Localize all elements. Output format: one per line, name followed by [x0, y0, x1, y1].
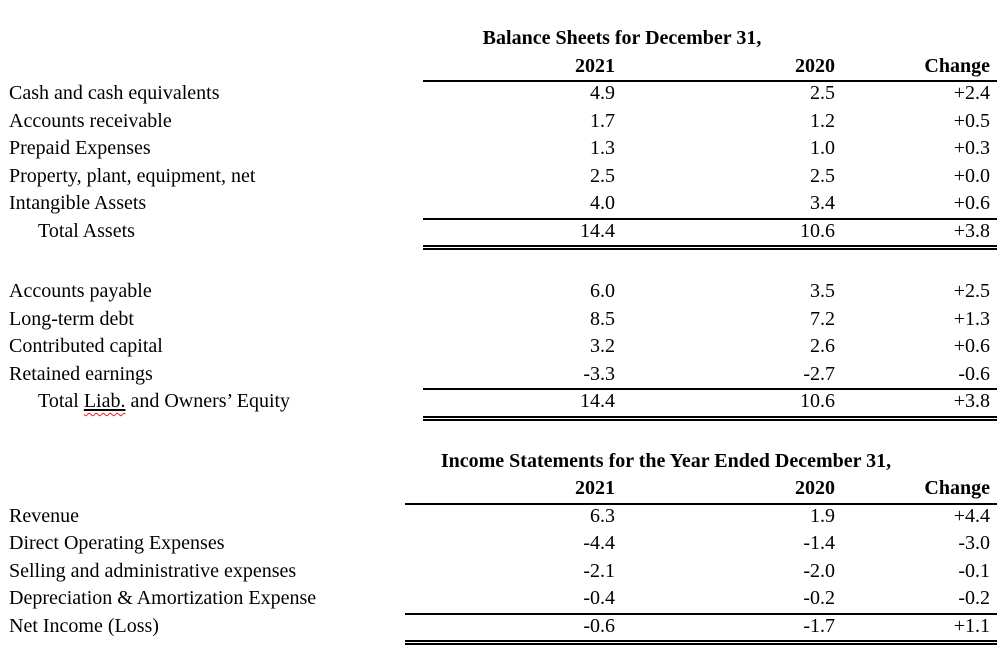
row-label: Direct Operating Expenses — [9, 532, 225, 554]
table-row-selling-admin-expenses: Selling and administrative expenses -2.1… — [0, 558, 1006, 586]
value-change: +3.8 — [855, 218, 997, 250]
value-2020: 3.4 — [650, 190, 855, 220]
row-label: Accounts receivable — [9, 109, 172, 132]
row-label: Selling and administrative expenses — [9, 559, 297, 582]
value-2021: 14.4 — [423, 388, 650, 421]
value-2021: -2.1 — [583, 559, 615, 582]
value-change: -0.6 — [855, 361, 997, 390]
column-header-change: Change — [855, 475, 997, 505]
table-row-revenue: Revenue 6.3 1.9 +4.4 — [0, 503, 1006, 531]
value-2021: 3.2 — [590, 335, 615, 357]
table-row-accounts-receivable: Accounts receivable 1.7 1.2 +0.5 — [0, 108, 1006, 136]
row-label: Cash and cash equivalents — [9, 82, 220, 104]
table-row-cash: Cash and cash equivalents 4.9 2.5 +2.4 — [0, 80, 1006, 108]
value-2020: -1.4 — [803, 532, 835, 554]
column-header-2021: 2021 — [423, 53, 650, 82]
table-row-intangible-assets: Intangible Assets 4.0 3.4 +0.6 — [0, 190, 1006, 220]
value-change: +3.8 — [855, 388, 997, 421]
value-2021: -0.4 — [405, 585, 650, 615]
value-change: +0.6 — [953, 335, 990, 357]
value-2021: 1.7 — [590, 109, 615, 132]
table-row-ppe: Property, plant, equipment, net 2.5 2.5 … — [0, 163, 1006, 191]
value-change: -0.1 — [958, 559, 990, 582]
balance-sheet-title: Balance Sheets for December 31, — [482, 27, 762, 49]
income-statement-header-row: 2021 2020 Change — [0, 475, 1006, 505]
value-change: +1.3 — [953, 307, 990, 330]
value-2021: 2.5 — [590, 164, 615, 187]
table-row-contributed-capital: Contributed capital 3.2 2.6 +0.6 — [0, 333, 1006, 361]
value-2020: 1.0 — [810, 137, 835, 159]
table-row-direct-operating-expenses: Direct Operating Expenses -4.4 -1.4 -3.0 — [0, 530, 1006, 558]
value-2020: -1.7 — [650, 613, 855, 645]
row-label: Revenue — [9, 504, 79, 527]
value-2020: 10.6 — [650, 388, 855, 421]
value-2020: 1.2 — [810, 109, 835, 132]
table-row-long-term-debt: Long-term debt 8.5 7.2 +1.3 — [0, 306, 1006, 334]
row-label: Property, plant, equipment, net — [9, 164, 256, 187]
income-statement-table: Income Statements for the Year Ended Dec… — [0, 448, 1006, 645]
value-2021: 14.4 — [423, 218, 650, 250]
value-2020: 10.6 — [650, 218, 855, 250]
column-header-change: Change — [855, 53, 997, 82]
value-2021: -0.6 — [405, 613, 650, 645]
table-row-depreciation-amortization: Depreciation & Amortization Expense -0.4… — [0, 585, 1006, 615]
value-2020: -2.7 — [650, 361, 855, 390]
value-2021: 6.3 — [590, 504, 615, 527]
value-2021: 4.9 — [590, 82, 615, 104]
table-row-retained-earnings: Retained earnings -3.3 -2.7 -0.6 — [0, 361, 1006, 390]
table-row-prepaid-expenses: Prepaid Expenses 1.3 1.0 +0.3 — [0, 135, 1006, 163]
row-label: Total Liab. and Owners’ Equity — [0, 388, 423, 421]
header-spacer — [0, 475, 405, 505]
label-text: Total — [38, 390, 84, 412]
value-2020: 2.6 — [810, 335, 835, 357]
column-header-2021: 2021 — [405, 475, 650, 505]
row-label: Retained earnings — [9, 362, 153, 385]
row-label: Contributed capital — [9, 335, 163, 357]
misspelled-word: Liab. — [83, 390, 126, 412]
value-change: -0.2 — [855, 585, 997, 615]
value-2021: -3.3 — [423, 361, 650, 390]
value-2020: 2.5 — [810, 82, 835, 104]
value-2020: 1.9 — [810, 504, 835, 527]
row-label: Long-term debt — [9, 307, 134, 330]
value-change: +0.0 — [953, 164, 990, 187]
table-row-accounts-payable: Accounts payable 6.0 3.5 +2.5 — [0, 278, 1006, 306]
table-row-total-liabilities-equity: Total Liab. and Owners’ Equity 14.4 10.6… — [0, 388, 1006, 421]
value-change: +0.5 — [953, 109, 990, 132]
row-label: Prepaid Expenses — [9, 137, 151, 159]
balance-sheet-header-row: 2021 2020 Change — [0, 53, 1006, 83]
column-header-2020: 2020 — [650, 475, 855, 505]
value-2020: 3.5 — [810, 280, 835, 302]
value-2020: -0.2 — [650, 585, 855, 615]
value-change: +4.4 — [953, 504, 990, 527]
row-label: Intangible Assets — [9, 192, 147, 214]
value-change: +2.4 — [953, 82, 990, 104]
value-2021: 4.0 — [423, 190, 650, 220]
label-text: and Owners’ Equity — [125, 390, 291, 412]
value-2021: -4.4 — [583, 532, 615, 554]
value-change: -3.0 — [958, 532, 990, 554]
value-2020: -2.0 — [803, 559, 835, 582]
value-2020: 2.5 — [810, 164, 835, 187]
income-statement-title: Income Statements for the Year Ended Dec… — [440, 449, 892, 472]
value-2021: 6.0 — [590, 280, 615, 302]
row-label: Net Income (Loss) — [9, 614, 159, 637]
value-2021: 8.5 — [590, 307, 615, 330]
value-2020: 7.2 — [810, 307, 835, 330]
row-label: Depreciation & Amortization Expense — [9, 587, 317, 609]
row-label: Accounts payable — [9, 280, 152, 302]
row-label: Total Assets — [38, 219, 135, 242]
value-change: +2.5 — [953, 280, 990, 302]
value-change: +0.6 — [855, 190, 997, 220]
balance-sheet-table: Balance Sheets for December 31, 2021 202… — [0, 25, 1006, 421]
value-2021: 1.3 — [590, 137, 615, 159]
column-header-2020: 2020 — [650, 53, 855, 82]
header-spacer — [0, 53, 423, 83]
value-change: +1.1 — [855, 613, 997, 645]
value-change: +0.3 — [953, 137, 990, 159]
table-row-net-income: Net Income (Loss) -0.6 -1.7 +1.1 — [0, 613, 1006, 645]
table-row-total-assets: Total Assets 14.4 10.6 +3.8 — [0, 218, 1006, 250]
